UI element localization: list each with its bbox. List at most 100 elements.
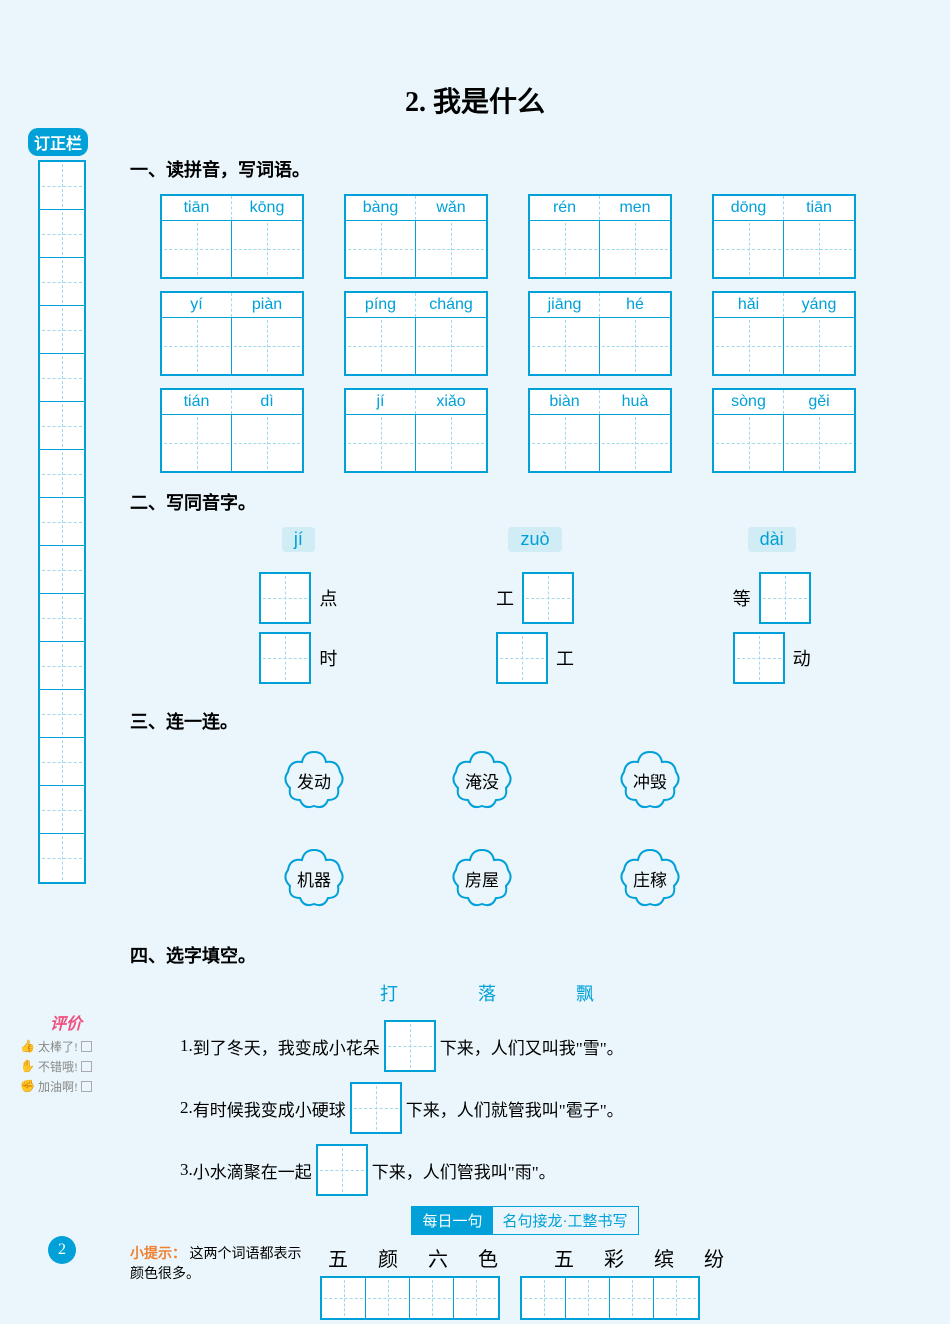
correction-cell[interactable] bbox=[40, 834, 84, 882]
char-cell[interactable] bbox=[162, 221, 232, 277]
correction-cell[interactable] bbox=[40, 402, 84, 450]
pinyin-label: piàn bbox=[232, 293, 302, 317]
section3-title: 三、连一连。 bbox=[130, 708, 920, 734]
pinyin-label: biàn bbox=[530, 390, 600, 414]
homophone-row: jí点时zuò工工dài等动 bbox=[130, 527, 920, 692]
correction-cell[interactable] bbox=[40, 738, 84, 786]
flower-item[interactable]: 房屋 bbox=[448, 844, 516, 912]
pinyin-label: hǎi bbox=[714, 293, 784, 317]
sidebar-label: 订正栏 bbox=[28, 128, 88, 156]
char-cell[interactable] bbox=[416, 415, 486, 471]
pinyin-label: dōng bbox=[714, 196, 784, 220]
char-cell[interactable] bbox=[162, 415, 232, 471]
fill-box[interactable] bbox=[384, 1020, 436, 1072]
correction-cell[interactable] bbox=[40, 258, 84, 306]
char-cell[interactable] bbox=[600, 221, 670, 277]
eval-checkbox[interactable] bbox=[81, 1061, 92, 1072]
fill-box[interactable] bbox=[350, 1082, 402, 1134]
pinyin-box: jíxiǎo bbox=[344, 388, 488, 473]
page-number: 2 bbox=[48, 1236, 76, 1264]
char-cell[interactable] bbox=[784, 221, 854, 277]
flower-item[interactable]: 淹没 bbox=[448, 746, 516, 814]
writing-box[interactable] bbox=[566, 1278, 610, 1318]
correction-cell[interactable] bbox=[40, 642, 84, 690]
char-cell[interactable] bbox=[530, 318, 600, 374]
writing-char: 五 bbox=[546, 1243, 590, 1272]
eval-panel: 评价 👍太棒了!✋不错哦!✊加油啊! bbox=[20, 1010, 92, 1098]
char-cell[interactable] bbox=[530, 221, 600, 277]
char-cell[interactable] bbox=[346, 415, 416, 471]
char-box[interactable] bbox=[259, 632, 311, 684]
writing-box[interactable] bbox=[654, 1278, 698, 1318]
flower-item[interactable]: 冲毁 bbox=[616, 746, 684, 814]
char-cell[interactable] bbox=[600, 318, 670, 374]
correction-cell[interactable] bbox=[40, 786, 84, 834]
writing-char: 颜 bbox=[370, 1243, 414, 1272]
writing-box[interactable] bbox=[322, 1278, 366, 1318]
homophone-char: 工 bbox=[556, 645, 574, 671]
char-box[interactable] bbox=[259, 572, 311, 624]
char-cell[interactable] bbox=[162, 318, 232, 374]
writing-char: 缤 bbox=[646, 1243, 690, 1272]
pinyin-label: hé bbox=[600, 293, 670, 317]
char-box[interactable] bbox=[759, 572, 811, 624]
fill-box[interactable] bbox=[316, 1144, 368, 1196]
writing-box[interactable] bbox=[522, 1278, 566, 1318]
correction-cell[interactable] bbox=[40, 450, 84, 498]
char-cell[interactable] bbox=[346, 318, 416, 374]
pinyin-box: píngcháng bbox=[344, 291, 488, 376]
writing-box[interactable] bbox=[610, 1278, 654, 1318]
correction-cell[interactable] bbox=[40, 162, 84, 210]
char-cell[interactable] bbox=[600, 415, 670, 471]
pinyin-box: tiándì bbox=[160, 388, 304, 473]
pinyin-label: bàng bbox=[346, 196, 416, 220]
pinyin-label: tiān bbox=[162, 196, 232, 220]
eval-title: 评价 bbox=[50, 1010, 92, 1034]
char-box[interactable] bbox=[522, 572, 574, 624]
flower-text: 机器 bbox=[297, 866, 331, 891]
char-box[interactable] bbox=[496, 632, 548, 684]
writing-char: 纷 bbox=[696, 1243, 740, 1272]
homophone-group: jí 点时 bbox=[259, 527, 337, 692]
char-box[interactable] bbox=[733, 632, 785, 684]
match-row-top: 发动 淹没 冲毁 bbox=[130, 746, 920, 814]
flower-item[interactable]: 庄稼 bbox=[616, 844, 684, 912]
homophone-group: dài等动 bbox=[733, 527, 811, 692]
correction-cell[interactable] bbox=[40, 498, 84, 546]
correction-cell[interactable] bbox=[40, 546, 84, 594]
flower-item[interactable]: 机器 bbox=[280, 844, 348, 912]
writing-char: 五 bbox=[320, 1243, 364, 1272]
correction-cell[interactable] bbox=[40, 690, 84, 738]
eval-checkbox[interactable] bbox=[81, 1041, 92, 1052]
char-cell[interactable] bbox=[346, 221, 416, 277]
correction-cell[interactable] bbox=[40, 354, 84, 402]
writing-box[interactable] bbox=[366, 1278, 410, 1318]
flower-item[interactable]: 发动 bbox=[280, 746, 348, 814]
char-cell[interactable] bbox=[714, 415, 784, 471]
eval-icon: ✋ bbox=[20, 1059, 35, 1074]
eval-checkbox[interactable] bbox=[81, 1081, 92, 1092]
pinyin-label: kōng bbox=[232, 196, 302, 220]
correction-cell[interactable] bbox=[40, 210, 84, 258]
char-cell[interactable] bbox=[232, 415, 302, 471]
homophone-char: 时 bbox=[319, 645, 337, 671]
char-cell[interactable] bbox=[530, 415, 600, 471]
char-cell[interactable] bbox=[416, 221, 486, 277]
writing-box[interactable] bbox=[454, 1278, 498, 1318]
char-cell[interactable] bbox=[232, 221, 302, 277]
char-cell[interactable] bbox=[416, 318, 486, 374]
correction-cell[interactable] bbox=[40, 594, 84, 642]
char-cell[interactable] bbox=[784, 318, 854, 374]
flower-text: 淹没 bbox=[465, 768, 499, 793]
char-cell[interactable] bbox=[714, 221, 784, 277]
homophone-pinyin: jí bbox=[282, 527, 315, 552]
eval-label: 不错哦! bbox=[38, 1058, 78, 1075]
char-cell[interactable] bbox=[784, 415, 854, 471]
eval-item: ✋不错哦! bbox=[20, 1058, 92, 1075]
writing-box[interactable] bbox=[410, 1278, 454, 1318]
homophone-char: 点 bbox=[319, 585, 337, 611]
correction-cell[interactable] bbox=[40, 306, 84, 354]
char-cell[interactable] bbox=[714, 318, 784, 374]
hint-label: 小提示： bbox=[130, 1247, 186, 1262]
char-cell[interactable] bbox=[232, 318, 302, 374]
